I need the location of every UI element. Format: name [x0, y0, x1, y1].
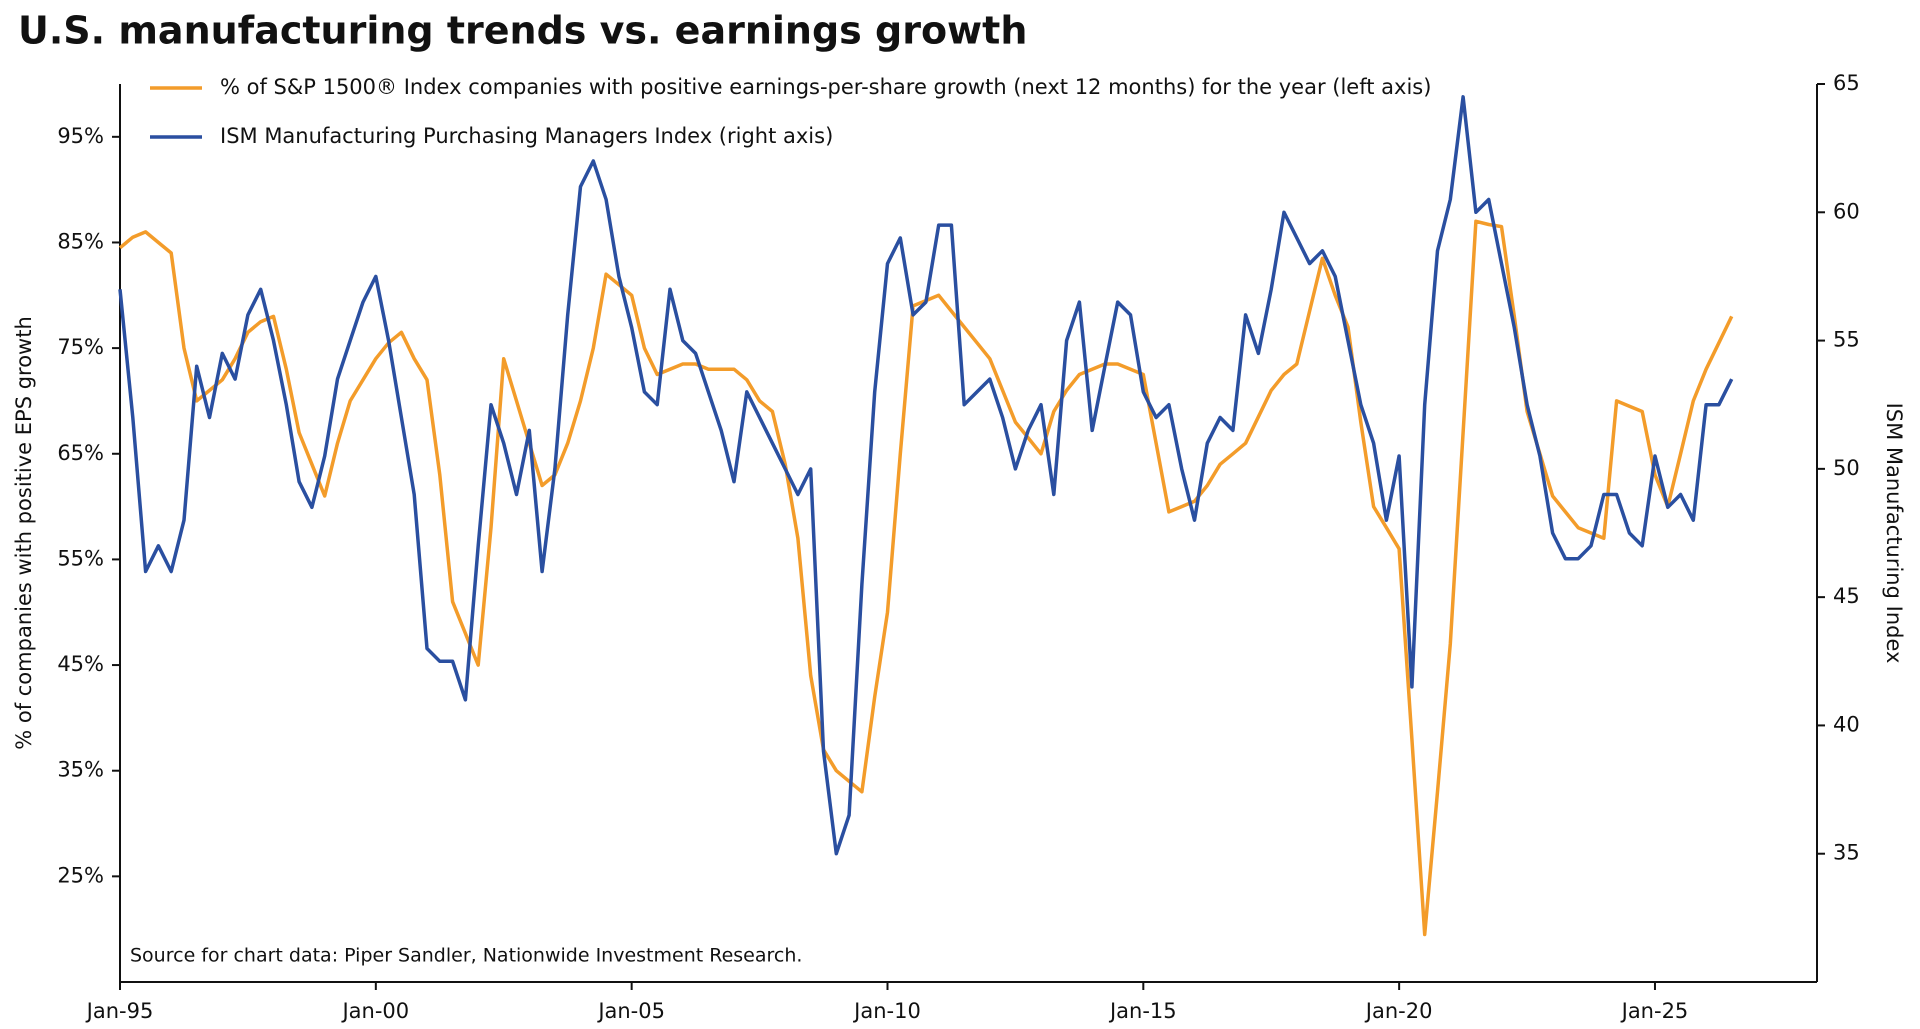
y2-axis-label: ISM Manufacturing Index: [1882, 403, 1906, 664]
source-note: Source for chart data: Piper Sandler, Na…: [130, 945, 802, 967]
y2-tick-label: 60: [1833, 199, 1860, 223]
y2-tick-label: 45: [1833, 584, 1860, 608]
y-tick-label: 75%: [57, 335, 104, 359]
y-tick-label: 65%: [57, 441, 104, 465]
y-tick-label: 95%: [57, 124, 104, 148]
y2-tick-label: 50: [1833, 456, 1860, 480]
y-tick-label: 55%: [57, 546, 104, 570]
series-line: [118, 95, 1734, 856]
x-tick-label: Jan-20: [1364, 999, 1433, 1023]
legend-label: % of S&P 1500® Index companies with posi…: [220, 75, 1431, 99]
y-axis-label: % of companies with positive EPS growth: [12, 316, 36, 750]
x-tick-label: Jan-05: [596, 999, 665, 1023]
x-tick-label: Jan-25: [1620, 999, 1689, 1023]
x-tick-label: Jan-15: [1108, 999, 1177, 1023]
y2-tick-label: 40: [1833, 712, 1860, 736]
x-tick-label: Jan-10: [852, 999, 921, 1023]
x-tick-label: Jan-95: [85, 999, 154, 1023]
y2-tick-label: 55: [1833, 328, 1860, 352]
y2-tick-label: 35: [1833, 841, 1860, 865]
y-tick-label: 25%: [57, 863, 104, 887]
series-line: [118, 219, 1734, 937]
chart-title: U.S. manufacturing trends vs. earnings g…: [18, 9, 1027, 53]
legend-label: ISM Manufacturing Purchasing Managers In…: [220, 124, 833, 148]
y-tick-label: 85%: [57, 229, 104, 253]
y2-tick-label: 65: [1833, 71, 1860, 95]
y-tick-label: 35%: [57, 758, 104, 782]
x-tick-label: Jan-00: [340, 999, 409, 1023]
y-tick-label: 45%: [57, 652, 104, 676]
